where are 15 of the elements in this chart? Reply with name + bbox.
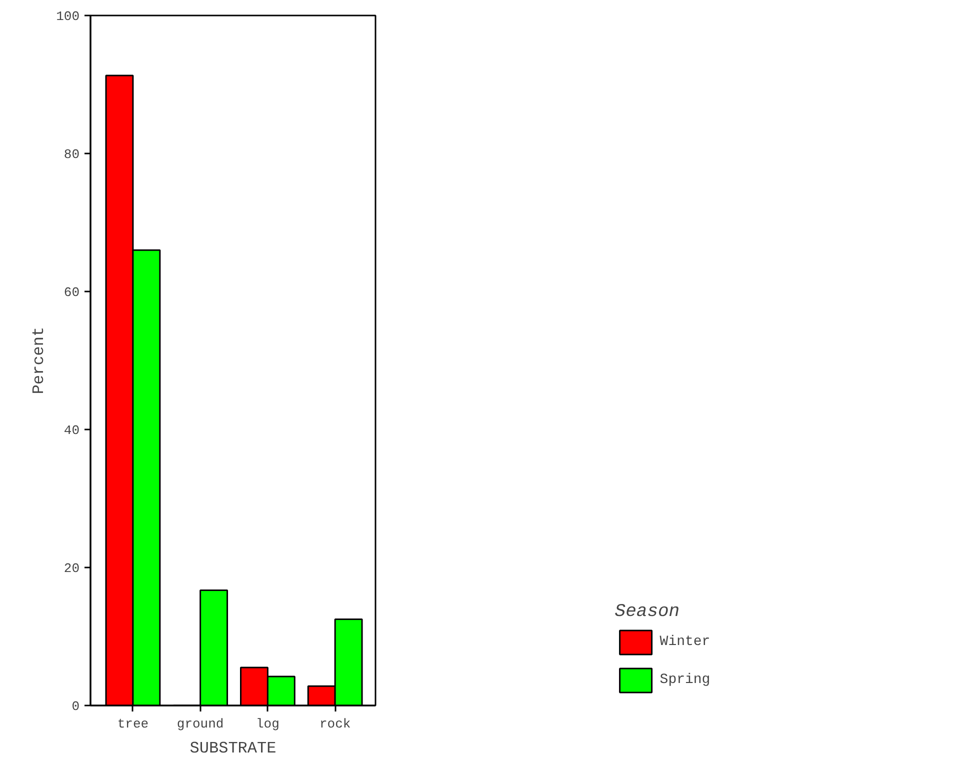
x-tick-label: tree [117,716,149,732]
x-axis-title: SUBSTRATE [190,740,276,758]
legend-label: Spring [660,672,710,688]
y-tick-label: 20 [64,561,80,576]
legend-title: Season [614,602,681,622]
y-tick-label: 100 [56,9,80,24]
x-tick-label: ground [176,716,224,732]
y-axis-title: Percent [30,326,48,394]
y-tick-label: 80 [64,147,80,162]
y-tick-label: 0 [72,699,80,714]
x-tick-label: rock [319,716,351,732]
y-tick-label: 40 [64,423,80,438]
legend-label: Winter [660,634,710,650]
x-tick-label: log [256,716,280,732]
y-tick-label: 60 [64,285,80,300]
